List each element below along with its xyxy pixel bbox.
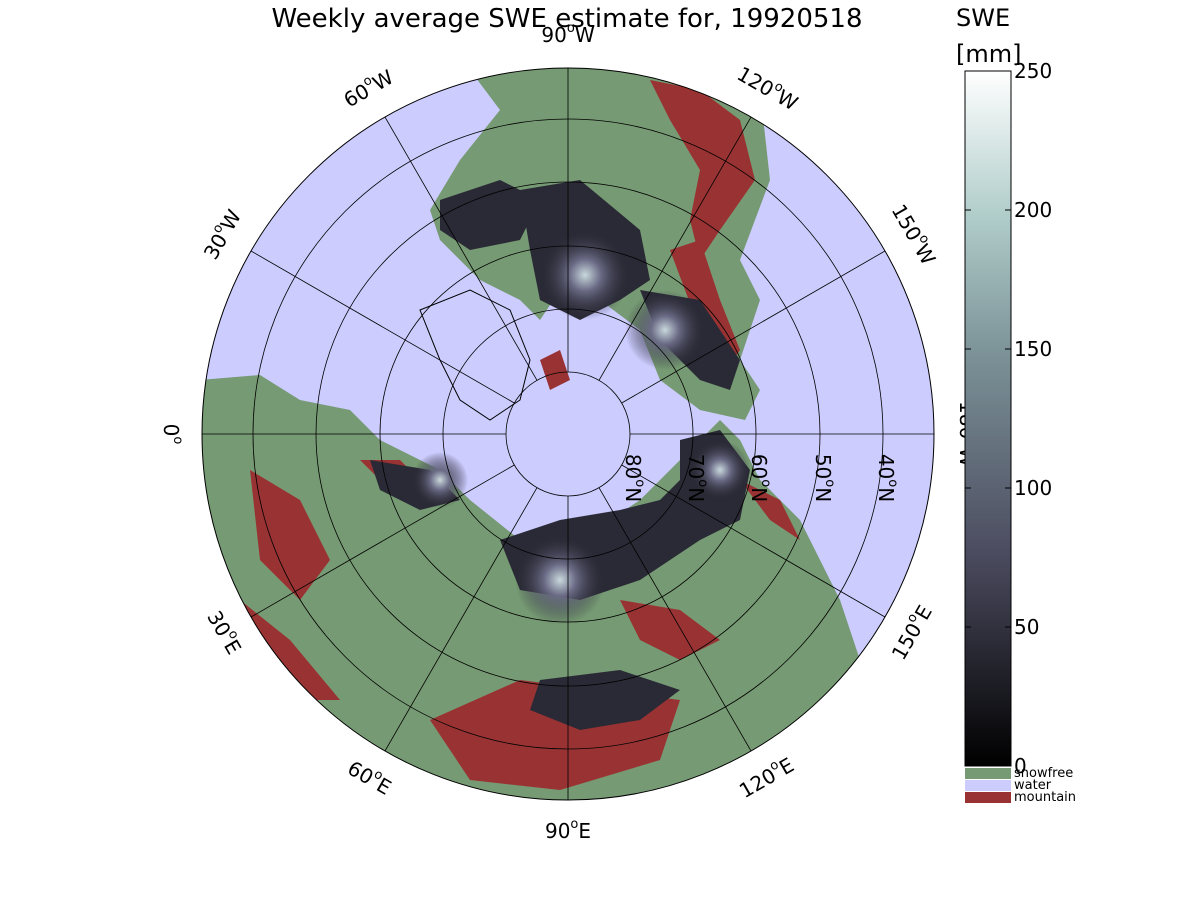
longitude-label: 90oE	[545, 817, 591, 843]
longitude-label: 90oW	[541, 21, 594, 47]
category-swatch	[965, 780, 1011, 791]
category-swatch	[965, 768, 1011, 779]
colorbar-title: SWE	[956, 4, 1011, 32]
map-title: Weekly average SWE estimate for, 1992051…	[271, 4, 863, 34]
mountain-patch	[540, 350, 570, 390]
longitude-label: 150oE	[885, 600, 937, 664]
snow-peak-glow	[540, 230, 630, 320]
snow-patch	[440, 180, 540, 250]
snow-peak-glow	[515, 535, 605, 625]
latitude-label: 70oN	[685, 454, 711, 502]
colorbar-unit: [mm]	[956, 40, 1022, 68]
mountain-patch	[620, 600, 720, 660]
longitude-label: 60oE	[344, 754, 397, 800]
graticule-lines	[202, 68, 934, 800]
meridian-line	[621, 464, 886, 618]
swe-colorbar	[964, 70, 1012, 767]
colorbar-tick-marks	[965, 70, 1011, 767]
mountain-patch	[740, 480, 800, 540]
colorbar-tick-label: 150	[1014, 337, 1053, 361]
greenland-outline	[419, 289, 531, 421]
colorbar-tick-label: 250	[1014, 59, 1053, 83]
longitude-label: 120oE	[734, 751, 798, 803]
meridian-line	[598, 116, 752, 381]
mountain-patch	[650, 80, 755, 260]
colorbar-tick-label: 200	[1014, 198, 1053, 222]
latitude-label: 80oN	[622, 454, 648, 502]
longitude-label: 30oW	[197, 204, 246, 263]
colorbar-tick-label: 50	[1014, 615, 1040, 639]
category-label: mountain	[1014, 790, 1077, 805]
latitude-label: 40oN	[875, 454, 901, 502]
meridian-line	[250, 250, 515, 404]
meridian-line	[250, 464, 515, 618]
category-label: snowfree	[1014, 766, 1074, 781]
longitude-label: 60oW	[338, 62, 397, 111]
colorbar-tick-label: 0	[1014, 754, 1027, 778]
longitude-label: 0o	[160, 424, 186, 445]
longitude-label: 120oW	[733, 59, 803, 115]
latitude-label: 50oN	[812, 454, 838, 502]
map-border	[201, 67, 935, 801]
longitude-label: 150oW	[887, 199, 943, 269]
map-disk	[202, 68, 934, 800]
longitude-label: 30oE	[203, 605, 249, 658]
colorbar-tick-label: 100	[1014, 476, 1053, 500]
meridian-line	[384, 116, 538, 381]
meridian-line	[621, 250, 886, 404]
snow-peak-glow	[412, 452, 468, 508]
snow-peak-glow	[690, 440, 750, 500]
snow-cover-regions	[370, 180, 750, 730]
latitude-label: 60oN	[748, 454, 774, 502]
meridian-line	[598, 487, 752, 752]
snow-peak-glow	[625, 290, 705, 370]
meridian-line	[384, 487, 538, 752]
mountain-patch	[240, 600, 340, 700]
mountain-patch	[250, 470, 330, 600]
snow-patch	[530, 670, 680, 730]
latitude-labels: 80oN 70oN 60oN 50oN 40oN	[622, 454, 901, 502]
category-swatch	[965, 792, 1011, 803]
category-label: water	[1014, 778, 1052, 793]
